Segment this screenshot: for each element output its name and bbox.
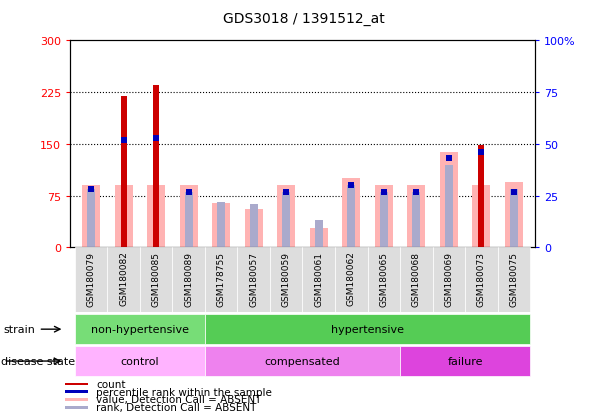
Bar [510,190,518,248]
Bar [250,204,258,248]
Text: GSM180073: GSM180073 [477,251,486,306]
Text: GSM180062: GSM180062 [347,251,356,306]
Text: GSM180065: GSM180065 [379,251,389,306]
Text: control: control [120,356,159,366]
Text: GSM180068: GSM180068 [412,251,421,306]
Bar [82,186,100,248]
FancyBboxPatch shape [367,248,400,312]
Text: percentile rank within the sample: percentile rank within the sample [96,387,272,396]
Bar [342,179,360,248]
Text: count: count [96,379,126,389]
Text: GSM180061: GSM180061 [314,251,323,306]
FancyBboxPatch shape [173,248,205,312]
Bar [245,210,263,248]
Text: hypertensive: hypertensive [331,324,404,335]
Bar [277,186,295,248]
Text: GSM180075: GSM180075 [510,251,519,306]
Text: non-hypertensive: non-hypertensive [91,324,189,335]
Bar [282,192,290,248]
FancyBboxPatch shape [205,248,238,312]
Bar [147,186,165,248]
Text: GSM180079: GSM180079 [86,251,95,306]
Bar [65,390,88,393]
FancyBboxPatch shape [432,248,465,312]
Bar [505,183,523,248]
Text: GDS3018 / 1391512_at: GDS3018 / 1391512_at [223,12,385,26]
Text: GSM180069: GSM180069 [444,251,454,306]
FancyBboxPatch shape [75,346,205,376]
Text: value, Detection Call = ABSENT: value, Detection Call = ABSENT [96,394,261,404]
Bar [65,398,88,401]
Bar [347,186,355,248]
FancyBboxPatch shape [205,315,530,344]
Text: GSM178755: GSM178755 [216,251,226,306]
Text: strain: strain [4,324,35,335]
Bar [310,228,328,248]
Bar [375,186,393,248]
FancyBboxPatch shape [400,248,432,312]
Bar [380,192,388,248]
Bar [478,146,485,248]
Bar [153,86,159,248]
Bar [472,186,490,248]
Text: disease state: disease state [1,356,75,366]
FancyBboxPatch shape [75,315,205,344]
FancyBboxPatch shape [75,248,108,312]
Text: compensated: compensated [264,356,340,366]
Bar [217,202,225,248]
Bar [185,192,193,248]
Text: GSM180059: GSM180059 [282,251,291,306]
Text: GSM180085: GSM180085 [151,251,161,306]
Bar [65,406,88,408]
Bar [120,96,126,248]
FancyBboxPatch shape [270,248,302,312]
Bar [87,190,95,248]
Bar [445,165,453,248]
Text: failure: failure [447,356,483,366]
FancyBboxPatch shape [205,346,400,376]
Text: GSM180057: GSM180057 [249,251,258,306]
FancyBboxPatch shape [400,346,530,376]
Text: GSM180089: GSM180089 [184,251,193,306]
FancyBboxPatch shape [108,248,140,312]
Bar [315,221,323,248]
Bar [412,192,420,248]
Text: rank, Detection Call = ABSENT: rank, Detection Call = ABSENT [96,402,257,412]
Bar [440,153,458,248]
FancyBboxPatch shape [335,248,367,312]
FancyBboxPatch shape [497,248,530,312]
Bar [65,382,88,385]
Bar [407,186,425,248]
FancyBboxPatch shape [465,248,497,312]
Text: GSM180082: GSM180082 [119,251,128,306]
FancyBboxPatch shape [238,248,270,312]
Bar [115,186,133,248]
FancyBboxPatch shape [302,248,335,312]
Bar [212,203,230,248]
Bar [180,186,198,248]
FancyBboxPatch shape [140,248,173,312]
